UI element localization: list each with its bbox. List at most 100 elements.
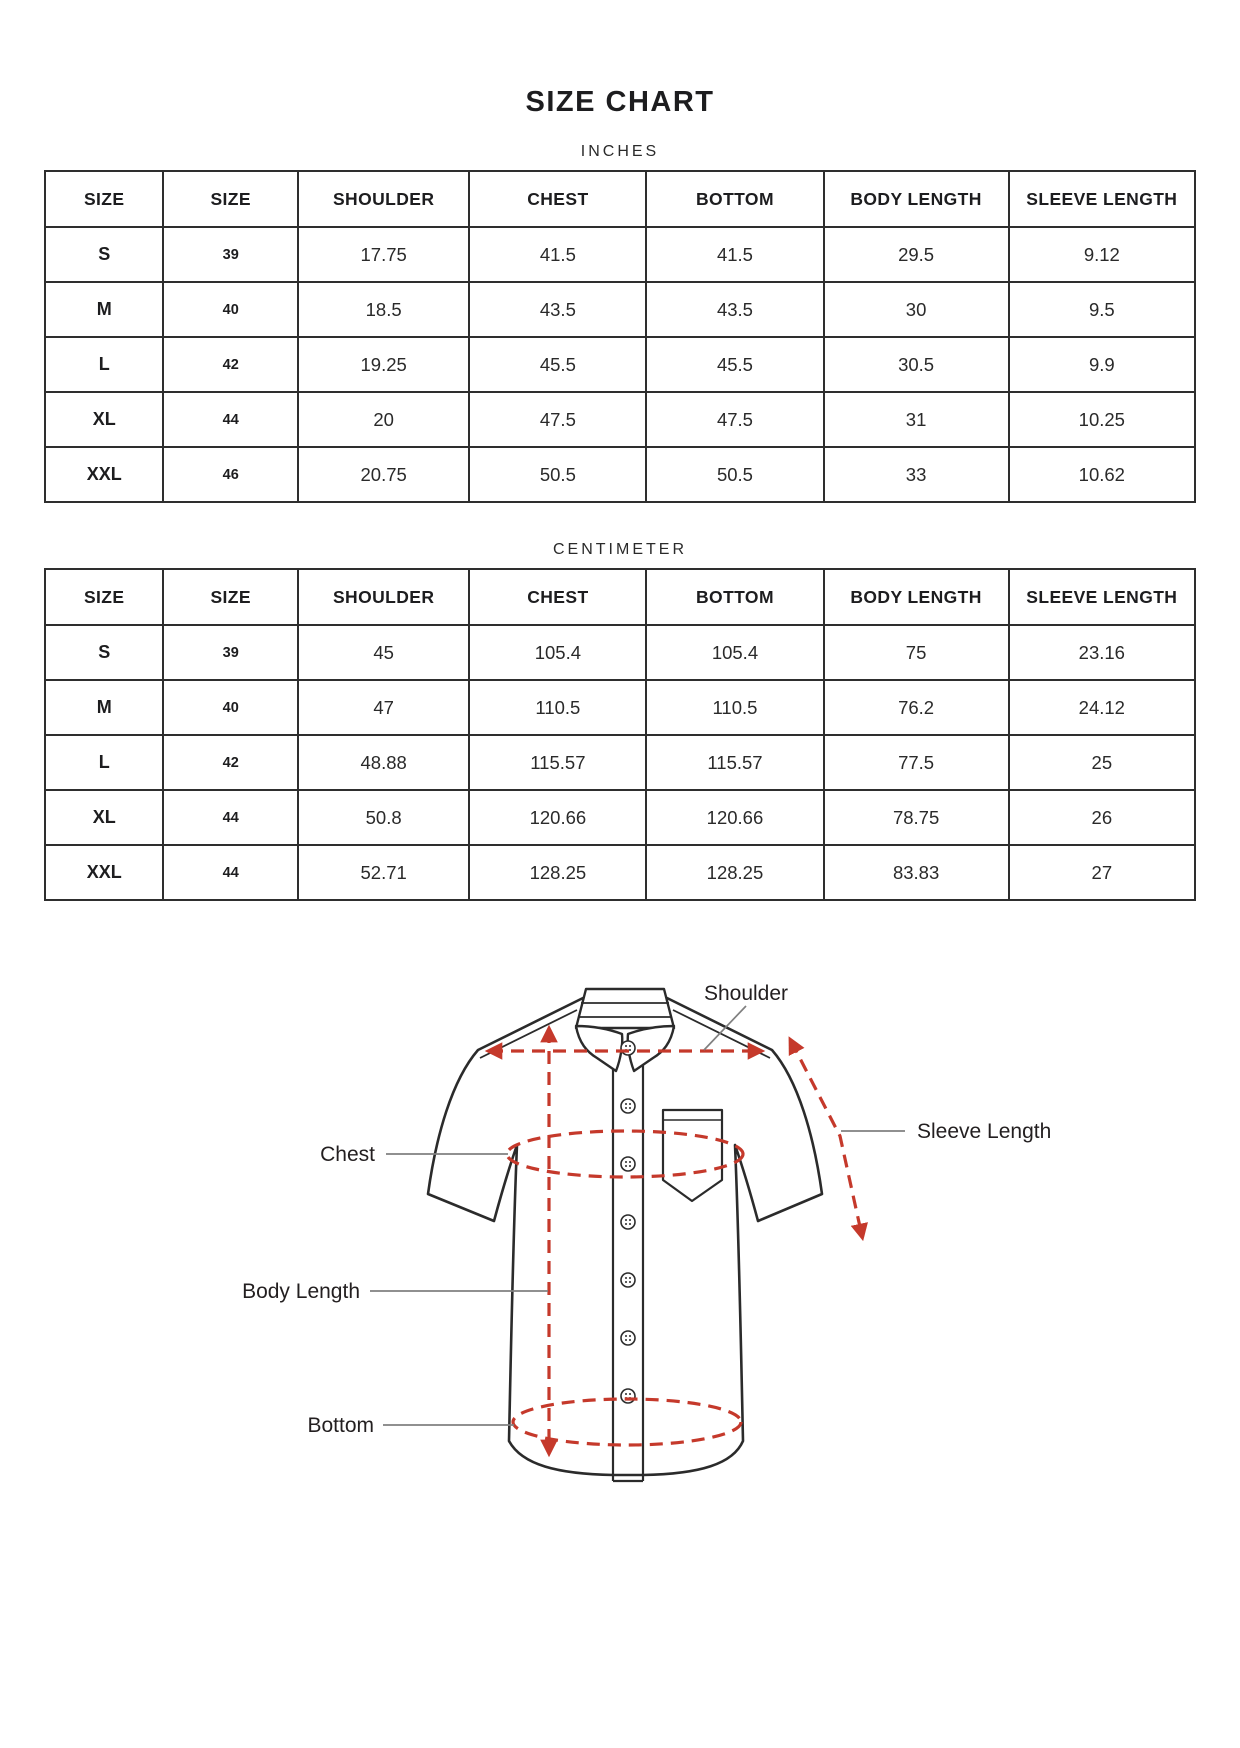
size-cell: S xyxy=(43,624,165,681)
value-cell: 9.12 xyxy=(1007,226,1197,283)
column-header: SHOULDER xyxy=(296,568,471,626)
value-cell: 29.5 xyxy=(822,226,1010,283)
value-cell: 47.5 xyxy=(645,391,825,448)
table-row: XXL 44 52.71 128.25 128.25 83.83 27 xyxy=(43,844,1197,901)
size-cell: L xyxy=(43,734,165,791)
body-length-label: Body Length xyxy=(242,1280,360,1303)
value-cell: 44 xyxy=(162,789,299,846)
value-cell: 42 xyxy=(162,336,299,393)
value-cell: 24.12 xyxy=(1007,679,1197,736)
value-cell: 31 xyxy=(822,391,1010,448)
table-row: XL 44 50.8 120.66 120.66 78.75 26 xyxy=(43,789,1197,846)
column-header: SIZE xyxy=(43,170,165,228)
value-cell: 9.9 xyxy=(1007,336,1197,393)
value-cell: 39 xyxy=(162,226,299,283)
value-cell: 44 xyxy=(162,844,299,901)
value-cell: 39 xyxy=(162,624,299,681)
value-cell: 52.71 xyxy=(296,844,471,901)
bottom-label: Bottom xyxy=(307,1414,374,1437)
column-header: SIZE xyxy=(162,568,299,626)
placket xyxy=(611,1042,645,1483)
table-row: M 40 18.5 43.5 43.5 30 9.5 xyxy=(43,281,1197,338)
unit-label-inches: INCHES xyxy=(580,143,660,160)
chest-label: Chest xyxy=(320,1143,375,1166)
value-cell: 20.75 xyxy=(296,446,471,503)
value-cell: 30 xyxy=(822,281,1010,338)
value-cell: 76.2 xyxy=(822,679,1010,736)
column-header: SIZE xyxy=(43,568,165,626)
value-cell: 30.5 xyxy=(822,336,1010,393)
value-cell: 9.5 xyxy=(1007,281,1197,338)
size-cell: XXL xyxy=(43,446,165,503)
value-cell: 128.25 xyxy=(645,844,825,901)
value-cell: 48.88 xyxy=(296,734,471,791)
value-cell: 43.5 xyxy=(645,281,825,338)
value-cell: 23.16 xyxy=(1007,624,1197,681)
value-cell: 47.5 xyxy=(468,391,648,448)
value-cell: 40 xyxy=(162,679,299,736)
value-cell: 115.57 xyxy=(645,734,825,791)
size-cell: S xyxy=(43,226,165,283)
size-cell: L xyxy=(43,336,165,393)
value-cell: 42 xyxy=(162,734,299,791)
value-cell: 27 xyxy=(1007,844,1197,901)
column-header: SLEEVE LENGTH xyxy=(1007,170,1197,228)
value-cell: 10.25 xyxy=(1007,391,1197,448)
chest-measure-ellipse xyxy=(505,1129,745,1179)
shoulder-leader-line xyxy=(703,1005,747,1051)
page-title: SIZE CHART xyxy=(525,86,715,118)
value-cell: 46 xyxy=(162,446,299,503)
column-header: BODY LENGTH xyxy=(822,170,1010,228)
value-cell: 45 xyxy=(296,624,471,681)
table-row: XXL 46 20.75 50.5 50.5 33 10.62 xyxy=(43,446,1197,503)
shoulder-label: Shoulder xyxy=(704,982,788,1005)
value-cell: 115.57 xyxy=(468,734,648,791)
value-cell: 33 xyxy=(822,446,1010,503)
sleeve-length-label: Sleeve Length xyxy=(917,1120,1051,1143)
size-cell: XXL xyxy=(43,844,165,901)
table-header-row: SIZE SIZE SHOULDER CHEST BOTTOM BODY LENGTH SL… xyxy=(43,568,1197,626)
table-row: S 39 45 105.4 105.4 75 23.16 xyxy=(43,624,1197,681)
size-cell: XL xyxy=(43,789,165,846)
value-cell: 17.75 xyxy=(296,226,471,283)
value-cell: 41.5 xyxy=(468,226,648,283)
value-cell: 45.5 xyxy=(645,336,825,393)
value-cell: 50.8 xyxy=(296,789,471,846)
value-cell: 50.5 xyxy=(468,446,648,503)
value-cell: 40 xyxy=(162,281,299,338)
table-row: L 42 48.88 115.57 115.57 77.5 25 xyxy=(43,734,1197,791)
column-header: CHEST xyxy=(468,170,648,228)
column-header: SHOULDER xyxy=(296,170,471,228)
value-cell: 25 xyxy=(1007,734,1197,791)
size-cell: XL xyxy=(43,391,165,448)
value-cell: 47 xyxy=(296,679,471,736)
value-cell: 78.75 xyxy=(822,789,1010,846)
chest-pocket xyxy=(661,1108,724,1203)
shirt-body-outline xyxy=(426,996,824,1477)
table-row: M 40 47 110.5 110.5 76.2 24.12 xyxy=(43,679,1197,736)
sleeve-length-measure-arrow xyxy=(788,1036,868,1242)
table-row: S 39 17.75 41.5 41.5 29.5 9.12 xyxy=(43,226,1197,283)
table-header-row: SIZE SIZE SHOULDER CHEST BOTTOM BODY LENGTH SL… xyxy=(43,170,1197,228)
value-cell: 43.5 xyxy=(468,281,648,338)
value-cell: 19.25 xyxy=(296,336,471,393)
value-cell: 120.66 xyxy=(468,789,648,846)
value-cell: 120.66 xyxy=(645,789,825,846)
value-cell: 10.62 xyxy=(1007,446,1197,503)
value-cell: 83.83 xyxy=(822,844,1010,901)
table-row: L 42 19.25 45.5 45.5 30.5 9.9 xyxy=(43,336,1197,393)
column-header: CHEST xyxy=(468,568,648,626)
shirt-measurement-diagram: Shoulder Sleeve Length Chest Body Length… xyxy=(242,982,1051,1483)
column-header: BODY LENGTH xyxy=(822,568,1010,626)
value-cell: 41.5 xyxy=(645,226,825,283)
value-cell: 128.25 xyxy=(468,844,648,901)
column-header: SIZE xyxy=(162,170,299,228)
value-cell: 45.5 xyxy=(468,336,648,393)
unit-label-centimeter: CENTIMETER xyxy=(553,541,687,558)
value-cell: 110.5 xyxy=(468,679,648,736)
value-cell: 18.5 xyxy=(296,281,471,338)
size-cell: M xyxy=(43,679,165,736)
value-cell: 105.4 xyxy=(468,624,648,681)
value-cell: 75 xyxy=(822,624,1010,681)
